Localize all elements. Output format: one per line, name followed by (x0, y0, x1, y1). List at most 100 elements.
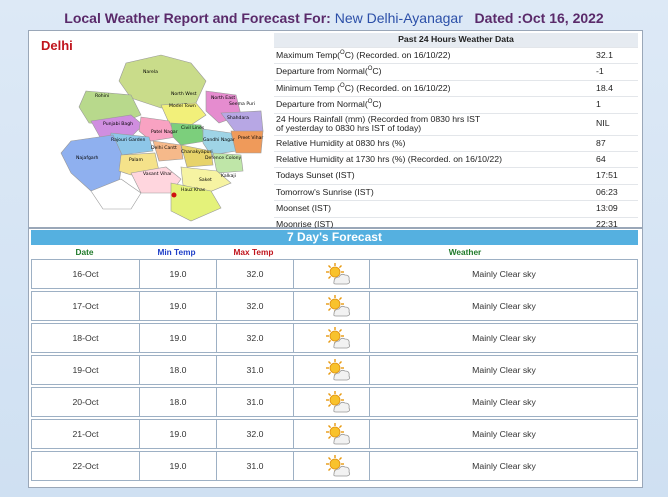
divider (216, 388, 217, 416)
sun-with-clouds-icon (325, 422, 351, 446)
svg-text:Vasant Vihar: Vasant Vihar (143, 171, 172, 177)
sunrise-row: Tomorrow's Sunrise (IST) 06:23 (274, 184, 638, 202)
forecast-max-temp: 32.0 (246, 301, 264, 311)
divider (216, 452, 217, 480)
divider (369, 324, 370, 352)
svg-text:Chanakyapuri: Chanakyapuri (181, 149, 213, 155)
divider (293, 452, 294, 480)
map-title: Delhi (41, 38, 73, 53)
forecast-min-temp: 19.0 (169, 301, 187, 311)
svg-text:Najafgarh: Najafgarh (76, 155, 98, 161)
forecast-row: 20-Oct 18.0 31.0 Mainly Clear sky (31, 387, 638, 417)
divider (216, 420, 217, 448)
forecast-date: 22-Oct (72, 461, 99, 471)
forecast-weather: Mainly Clear sky (472, 397, 536, 407)
forecast-row: 16-Oct 19.0 32.0 Mainly Clear sky (31, 259, 638, 289)
delhi-district-map: Narela Rohini North West Model Town Nort… (31, 33, 271, 223)
divider (369, 260, 370, 288)
forecast-title: 7 Day's Forecast (31, 230, 638, 245)
divider (216, 324, 217, 352)
past-24-hours-heading: Past 24 Hours Weather Data (274, 33, 638, 48)
forecast-max-temp: 31.0 (246, 397, 264, 407)
forecast-date: 21-Oct (72, 429, 99, 439)
humidity-0830-row: Relative Humidity at 0830 hrs (%) 87 (274, 135, 638, 152)
col-min-temp: Min Temp (157, 247, 196, 257)
divider (139, 420, 140, 448)
svg-text:Shahdara: Shahdara (227, 115, 249, 121)
forecast-weather: Mainly Clear sky (472, 461, 536, 471)
sunset-row: Todays Sunset (IST) 17:51 (274, 167, 638, 185)
svg-text:Civil Lines: Civil Lines (181, 125, 205, 131)
forecast-row: 19-Oct 18.0 31.0 Mainly Clear sky (31, 355, 638, 385)
forecast-date: 16-Oct (72, 269, 99, 279)
forecast-min-temp: 19.0 (169, 429, 187, 439)
svg-text:Seema Puri: Seema Puri (229, 101, 255, 107)
svg-text:Gandhi Nagar: Gandhi Nagar (203, 137, 235, 143)
divider (369, 292, 370, 320)
forecast-max-temp: 32.0 (246, 429, 264, 439)
forecast-row: 22-Oct 19.0 31.0 Mainly Clear sky (31, 451, 638, 481)
divider (369, 356, 370, 384)
divider (216, 260, 217, 288)
min-temp-row: Minimum Temp (OC) (Recorded. on 16/10/22… (274, 80, 638, 98)
divider (216, 356, 217, 384)
divider (216, 292, 217, 320)
forecast-date: 20-Oct (72, 397, 99, 407)
divider (293, 420, 294, 448)
forecast-min-temp: 19.0 (169, 269, 187, 279)
svg-text:Narela: Narela (143, 69, 158, 75)
forecast-max-temp: 31.0 (246, 365, 264, 375)
divider (369, 420, 370, 448)
max-temp-departure-row: Departure from Normal(OC) -1 (274, 63, 638, 81)
svg-text:Palam: Palam (129, 157, 143, 163)
svg-text:Punjabi Bagh: Punjabi Bagh (103, 121, 133, 127)
max-temp-row: Maximum Temp(OC) (Recorded. on 16/10/22)… (274, 47, 638, 65)
svg-text:Model Town: Model Town (169, 103, 196, 109)
map-graphic: Narela Rohini North West Model Town Nort… (60, 54, 263, 222)
forecast-weather: Mainly Clear sky (472, 429, 536, 439)
divider (139, 452, 140, 480)
svg-text:North West: North West (171, 91, 197, 97)
divider (139, 324, 140, 352)
forecast-max-temp: 32.0 (246, 269, 264, 279)
forecast-min-temp: 18.0 (169, 365, 187, 375)
svg-text:Kalkaji: Kalkaji (221, 173, 236, 179)
forecast-min-temp: 19.0 (169, 333, 187, 343)
divider (293, 260, 294, 288)
col-weather: Weather (448, 247, 482, 257)
forecast-weather: Mainly Clear sky (472, 333, 536, 343)
sun-with-clouds-icon (325, 454, 351, 478)
divider (293, 388, 294, 416)
svg-text:Hauz Khas: Hauz Khas (181, 187, 206, 193)
title-prefix: Local Weather Report and Forecast For: (64, 10, 335, 26)
forecast-weather: Mainly Clear sky (472, 301, 536, 311)
divider (293, 324, 294, 352)
humidity-1730-row: Relative Humidity at 1730 hrs (%) (Recor… (274, 151, 638, 169)
min-temp-departure-row: Departure from Normal(OC) 1 (274, 96, 638, 114)
forecast-weather: Mainly Clear sky (472, 365, 536, 375)
report-date: Dated :Oct 16, 2022 (474, 10, 604, 26)
sun-with-clouds-icon (325, 390, 351, 414)
rainfall-row: 24 Hours Rainfall (mm) (Recorded from 08… (274, 113, 638, 136)
divider (139, 292, 140, 320)
svg-text:Rohini: Rohini (95, 93, 109, 99)
col-max-temp: Max Temp (233, 247, 274, 257)
past-24-hours-table: Past 24 Hours Weather Data Maximum Temp(… (274, 33, 638, 234)
forecast-max-temp: 31.0 (246, 461, 264, 471)
moonset-row: Moonset (IST) 13:09 (274, 200, 638, 218)
forecast-column-headers: Date Min Temp Max Temp Weather (31, 246, 638, 258)
divider (293, 292, 294, 320)
forecast-weather: Mainly Clear sky (472, 269, 536, 279)
forecast-min-temp: 18.0 (169, 397, 187, 407)
svg-text:Preet Vihar: Preet Vihar (238, 135, 263, 141)
svg-text:Saket: Saket (199, 177, 212, 183)
forecast-date: 19-Oct (72, 365, 99, 375)
sun-with-clouds-icon (325, 358, 351, 382)
svg-text:Delhi Cantt: Delhi Cantt (151, 145, 177, 151)
svg-text:Defence Colony: Defence Colony (205, 155, 242, 161)
forecast-date: 18-Oct (72, 333, 99, 343)
page-title: Local Weather Report and Forecast For: N… (0, 10, 668, 26)
svg-text:Rajouri Garden: Rajouri Garden (111, 137, 145, 143)
divider (139, 356, 140, 384)
divider (369, 388, 370, 416)
